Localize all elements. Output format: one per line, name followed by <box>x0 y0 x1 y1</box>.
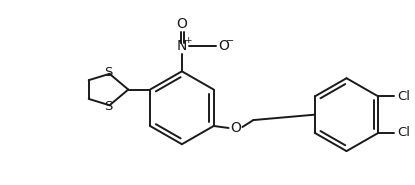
Text: N: N <box>177 39 187 53</box>
Text: S: S <box>104 66 113 79</box>
Text: O: O <box>176 17 187 31</box>
Text: −: − <box>227 36 234 46</box>
Text: O: O <box>230 121 241 135</box>
Text: S: S <box>104 100 113 113</box>
Text: Cl: Cl <box>397 126 410 139</box>
Text: O: O <box>218 39 229 53</box>
Text: +: + <box>183 36 191 45</box>
Text: Cl: Cl <box>397 90 410 103</box>
